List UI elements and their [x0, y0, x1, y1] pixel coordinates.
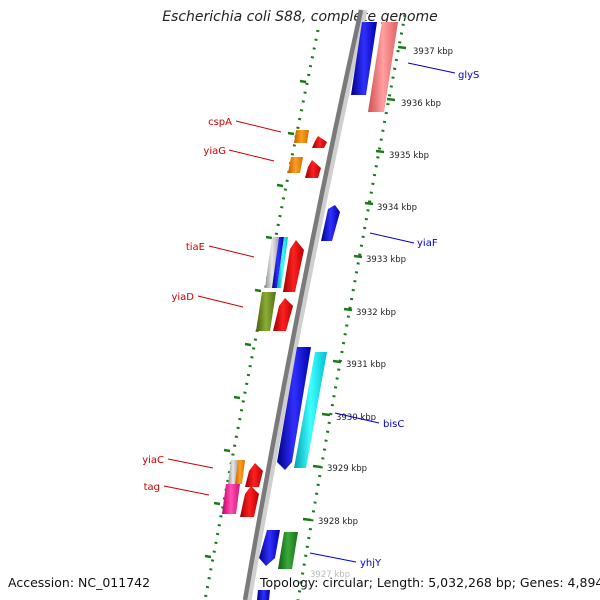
- gene-tiaE-cyan: [277, 237, 288, 288]
- gene-yiaC-red: [245, 463, 263, 487]
- tick-label: 3929 kbp: [327, 464, 367, 474]
- gene-yiaF: [321, 205, 340, 241]
- tick-label: 3927 kbp: [310, 570, 350, 580]
- accession-text: Accession: NC_011742: [8, 575, 151, 590]
- gene-tag-magenta: [222, 484, 240, 514]
- gene-label-yiaD: yiaD: [171, 292, 194, 303]
- tick-label: 3936 kbp: [401, 99, 441, 109]
- leader-line-yiaC: [167, 458, 214, 469]
- gene-cspA-orange: [294, 130, 309, 143]
- tick-label: 3932 kbp: [356, 308, 396, 318]
- gene-yiaD-olive: [256, 292, 276, 331]
- tick-label: 3933 kbp: [366, 255, 406, 265]
- gene-yiaC-orange: [235, 460, 245, 484]
- tick-label: 3935 kbp: [389, 151, 429, 161]
- gene-label-yiaF: yiaF: [417, 238, 438, 249]
- gene-bisC: [294, 352, 327, 468]
- leader-line-yiaD: [197, 295, 244, 308]
- gene-yiaC-silver: [228, 460, 238, 484]
- genome-backbone: [242, 9, 364, 600]
- map-title: Escherichia coli S88, complete genome: [162, 9, 438, 25]
- gene-blue-top: [351, 22, 377, 95]
- leader-line-tiaE: [208, 245, 255, 258]
- gene-glyS: [368, 22, 398, 112]
- leader-line-tag: [163, 485, 210, 496]
- gene-label-yiaC: yiaC: [142, 455, 164, 466]
- leader-line-yhjY: [309, 552, 357, 563]
- gene-label-yhjY: yhjY: [360, 558, 382, 569]
- gene-label-bisC: bisC: [383, 419, 404, 430]
- leader-line-yiaG: [228, 149, 275, 162]
- topology-text: Topology: circular; Length: 5,032,268 bp…: [260, 575, 600, 590]
- gene-tag-red: [240, 486, 259, 517]
- gene-label-glyS: glyS: [458, 70, 479, 81]
- tick-label: 3928 kbp: [318, 517, 358, 527]
- outer-ruler-dotted: [296, 14, 407, 600]
- gene-tiaE-blue: [272, 237, 284, 288]
- tick-label: 3934 kbp: [377, 203, 417, 213]
- genome-backbone-shadow: [244, 9, 368, 600]
- gene-yiaD-red: [273, 298, 293, 331]
- leader-line-glyS: [407, 62, 456, 74]
- tick-label: 3937 kbp: [413, 47, 453, 57]
- inner-ruler-dotted: [203, 29, 320, 600]
- leader-line-yiaF: [369, 232, 415, 244]
- gene-label-tag: tag: [144, 482, 160, 493]
- gene-label-tiaE: tiaE: [186, 242, 205, 253]
- inner-ruler-ticks: [204, 79, 307, 559]
- gene-yhjY-green: [278, 532, 298, 569]
- gene-blue-bottom: [257, 590, 270, 600]
- tick-label: 3931 kbp: [346, 360, 386, 370]
- leader-line-cspA: [235, 120, 282, 133]
- gene-yiaG-red: [305, 160, 321, 178]
- gene-cspA-red: [312, 136, 327, 148]
- gene-label-yiaG: yiaG: [203, 146, 226, 157]
- gene-tiaE-red: [283, 240, 304, 292]
- leader-line-bisC: [334, 412, 380, 424]
- gene-yhjY-blue: [259, 530, 280, 566]
- outer-ruler-ticks: [302, 45, 407, 522]
- gene-blue-long: [277, 347, 311, 470]
- gene-label-cspA: cspA: [208, 117, 232, 128]
- gene-tiaE-silver: [265, 237, 279, 288]
- gene-yiaG-orange: [288, 157, 303, 173]
